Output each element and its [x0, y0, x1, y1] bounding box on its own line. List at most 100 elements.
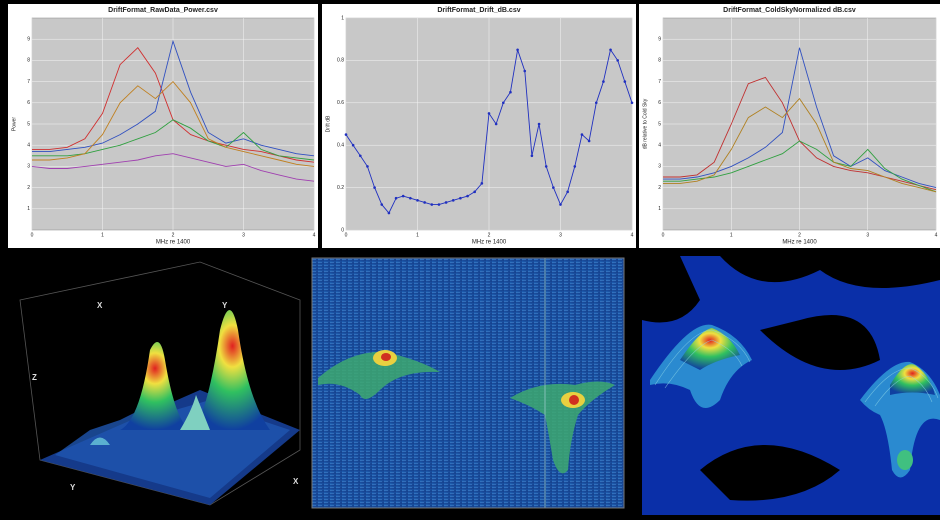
point: [602, 80, 605, 83]
point: [487, 112, 491, 115]
point: [587, 139, 591, 143]
y-axis-label: Power: [11, 117, 17, 132]
axis-label: Y: [222, 301, 228, 310]
point: [573, 165, 577, 168]
point: [594, 101, 598, 105]
point: [609, 48, 612, 52]
series-line: [32, 119, 315, 161]
series-line: [31, 153, 315, 182]
point: [409, 196, 412, 200]
y-tick-label: 1: [658, 206, 661, 212]
point: [351, 143, 355, 147]
axis-label: X: [97, 301, 103, 310]
point: [466, 194, 469, 198]
y-tick-label: 3: [27, 164, 30, 170]
x-tick-label: 4: [935, 232, 938, 238]
point: [494, 122, 498, 126]
contour-3d: [642, 256, 940, 515]
chart-title: DriftFormat_RawData_Power.csv: [108, 7, 218, 14]
point: [401, 194, 405, 198]
y-tick-label: 8: [658, 58, 661, 64]
y-axis-label: dB relative to Cold Sky: [642, 98, 648, 149]
point: [516, 48, 519, 52]
y-tick-label: 7: [658, 79, 661, 85]
x-tick-label: 1: [416, 232, 419, 238]
x-tick-label: 3: [559, 232, 562, 238]
y-tick-label: 7: [27, 79, 30, 85]
series-line: [663, 97, 937, 193]
point: [444, 201, 448, 204]
x-tick-label: 0: [31, 232, 34, 238]
point: [530, 154, 534, 158]
point: [523, 69, 527, 73]
point: [630, 101, 634, 105]
point: [559, 203, 562, 206]
axis-label: Y: [70, 483, 76, 492]
point: [380, 203, 384, 206]
x-tick-label: 4: [631, 232, 634, 238]
series-line: [32, 80, 315, 167]
x-axis-label: MHz re 1400: [472, 240, 507, 246]
point: [616, 59, 619, 62]
y-tick-label: 0.8: [337, 58, 344, 64]
x-tick-label: 1: [101, 232, 104, 238]
x-tick-label: 2: [172, 232, 175, 238]
axis-label: X: [293, 477, 299, 486]
y-tick-label: 1: [27, 206, 30, 212]
x-tick-label: 3: [242, 232, 245, 238]
x-tick-label: 3: [866, 232, 869, 238]
y-tick-label: 0.6: [337, 100, 344, 106]
chart-panel: DriftFormat_ColdSkyNormalized dB.csv 1 2 3 4…: [639, 4, 940, 248]
point: [344, 133, 348, 136]
point: [437, 203, 441, 206]
y-tick-label: 4: [27, 143, 30, 149]
point: [394, 196, 398, 200]
y-tick-label: 0.4: [337, 143, 344, 149]
chart-panel: DriftFormat_RawData_Power.csv 1 2 3 4 5 6 7 8 9 0 1…: [8, 4, 318, 248]
point: [480, 182, 484, 185]
point: [459, 196, 462, 200]
point: [502, 101, 505, 105]
point: [623, 80, 627, 83]
top-charts: DriftFormat_RawData_Power.csv 1 2 3 4 5 6 7 8 9 0 1…: [8, 4, 940, 248]
point: [416, 199, 419, 202]
y-tick-label: 0.2: [337, 185, 344, 191]
x-tick-label: 2: [798, 232, 801, 238]
series-line: [32, 39, 315, 157]
point: [544, 165, 548, 168]
y-tick-label: 6: [658, 100, 661, 106]
y-tick-label: 4: [658, 143, 661, 149]
chart-title: DriftFormat_Drift_dB.csv: [437, 7, 520, 14]
y-axis-label: Drift dB: [325, 115, 331, 132]
x-tick-label: 1: [730, 232, 733, 238]
axis-label: Z: [32, 373, 37, 382]
x-tick-label: 0: [345, 232, 348, 238]
point: [373, 186, 376, 189]
y-tick-label: 9: [658, 37, 661, 43]
point: [359, 154, 362, 158]
y-tick-label: 2: [27, 185, 30, 191]
point: [423, 201, 426, 204]
y-tick-label: 5: [658, 121, 661, 127]
point: [366, 165, 369, 168]
series-line: [663, 140, 937, 193]
x-axis-label: MHz re 1400: [156, 240, 191, 246]
x-tick-label: 0: [662, 232, 665, 238]
point: [566, 190, 569, 194]
point: [552, 186, 555, 189]
x-tick-label: 4: [313, 232, 316, 238]
y-tick-label: 8: [27, 58, 30, 64]
y-tick-label: 9: [27, 37, 30, 43]
y-tick-label: 6: [27, 100, 30, 106]
point: [473, 190, 477, 194]
point: [537, 122, 541, 126]
y-tick-label: 3: [658, 164, 661, 170]
y-tick-label: 0: [341, 227, 344, 233]
point: [580, 133, 584, 136]
x-axis-label: MHz re 1400: [782, 240, 817, 246]
y-tick-label: 5: [27, 121, 30, 127]
point: [509, 90, 512, 94]
point: [387, 211, 391, 215]
surface-3d: X Z Y X Y: [19, 261, 301, 506]
